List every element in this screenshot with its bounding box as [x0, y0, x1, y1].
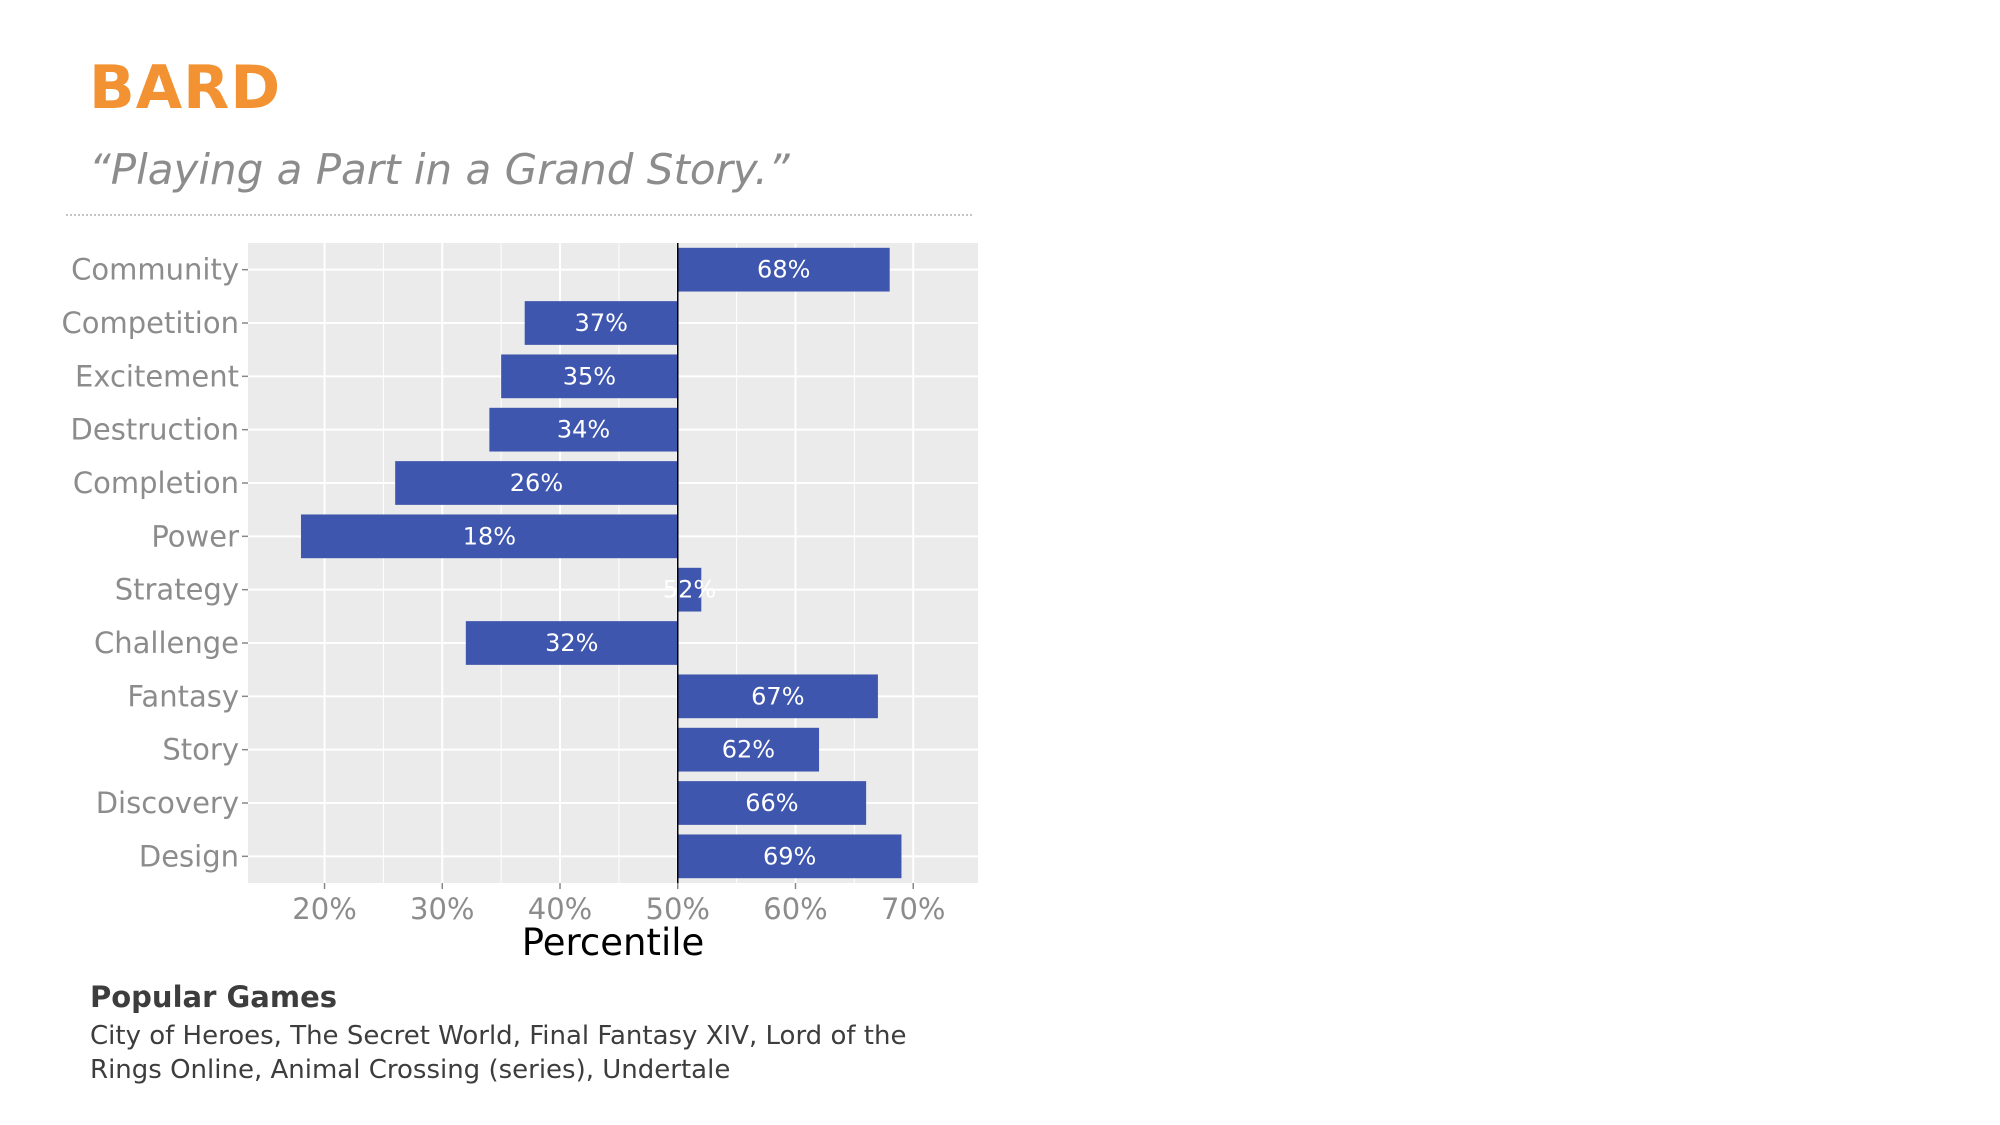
bar-label: 35% [563, 362, 616, 390]
bar-story [677, 727, 820, 772]
bar-discovery [677, 781, 867, 825]
bar-competition [524, 301, 678, 345]
y-tick-label: Design [139, 839, 239, 873]
bar-label: 62% [722, 736, 775, 764]
page-subtitle: “Playing a Part in a Grand Story.” [89, 145, 790, 194]
popular-games-title: Popular Games [90, 980, 338, 1014]
y-tick-label: Power [151, 519, 239, 553]
y-tick-label: Completion [73, 466, 239, 500]
popular-games-list: City of Heroes, The Secret World, Final … [90, 1021, 907, 1085]
bar-labels: 68% 37% 35% 34% 26% 18% 52% 32% 67% 62% 66% 69% [463, 256, 817, 871]
bar-label: 68% [757, 256, 810, 284]
x-axis: 20% 30% 40% 50% 60% 70% [292, 883, 945, 926]
y-tick-label: Community [71, 253, 239, 287]
bar-label: 66% [745, 789, 798, 817]
x-tick-label: 20% [292, 892, 356, 926]
bars [300, 247, 902, 879]
divider [66, 214, 972, 216]
x-axis-title: Percentile [522, 921, 705, 964]
bar-label: 67% [751, 682, 804, 710]
bar-challenge [465, 621, 678, 665]
bar-design [677, 834, 902, 879]
bar-label: 18% [463, 522, 516, 550]
bar-excitement [501, 354, 678, 399]
bar-completion [395, 461, 678, 505]
bar-destruction [489, 407, 678, 452]
y-tick-label: Excitement [75, 359, 239, 393]
x-tick-label: 40% [528, 892, 592, 926]
plot-panel [248, 243, 978, 883]
bar-label: 34% [557, 416, 610, 444]
y-tick-label: Challenge [94, 626, 239, 660]
bar-label: 69% [763, 842, 816, 870]
x-tick-label: 30% [410, 892, 474, 926]
x-tick-label: 70% [881, 892, 945, 926]
x-tick-label: 60% [763, 892, 827, 926]
bar-label: 26% [510, 469, 563, 497]
x-tick-label: 50% [646, 892, 710, 926]
y-tick-label: Discovery [96, 786, 239, 820]
bar-community [677, 247, 890, 292]
page-title: BARD [89, 53, 282, 123]
y-tick-label: Competition [62, 306, 239, 340]
bar-strategy [677, 567, 702, 612]
y-tick-label: Story [162, 733, 239, 767]
y-axis: Community Competition Excitement Destructio… [62, 253, 248, 873]
y-tick-label: Fantasy [127, 679, 239, 713]
y-tick-label: Strategy [115, 573, 239, 607]
bar-label: 32% [545, 629, 598, 657]
bar-fantasy [677, 674, 878, 719]
bar-power [300, 514, 678, 559]
bar-label: 37% [575, 309, 628, 337]
y-tick-label: Destruction [71, 413, 239, 447]
bar-label: 52% [663, 576, 716, 604]
